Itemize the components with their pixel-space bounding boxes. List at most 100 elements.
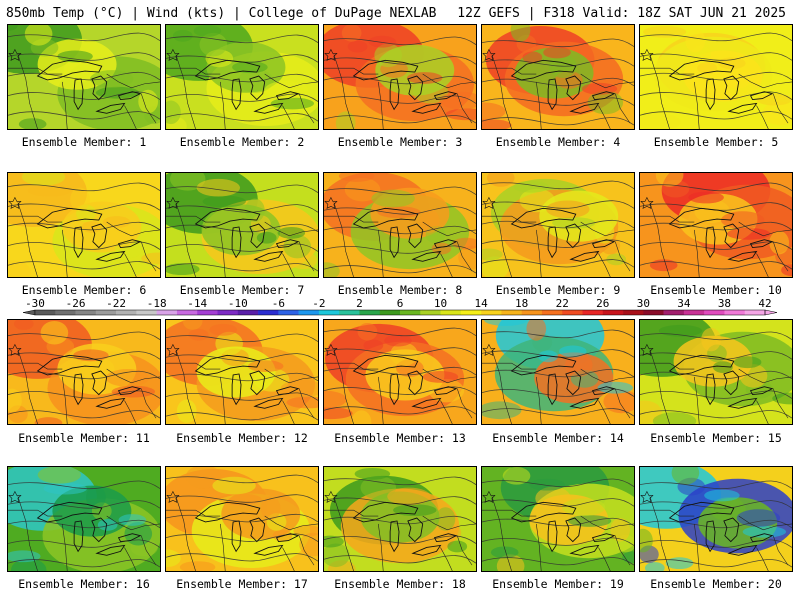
ensemble-map-panel bbox=[323, 24, 477, 130]
temperature-field-map bbox=[8, 25, 160, 129]
ensemble-member-label: Ensemble Member: 13 bbox=[334, 431, 466, 445]
ensemble-member-label: Ensemble Member: 7 bbox=[179, 283, 305, 297]
ensemble-map-panel bbox=[481, 172, 635, 278]
temperature-field-map bbox=[166, 320, 318, 424]
colorbar-segment bbox=[75, 310, 97, 315]
ensemble-member-label: Ensemble Member: 18 bbox=[334, 577, 466, 591]
temperature-field-map bbox=[324, 173, 476, 277]
temperature-field-map bbox=[8, 173, 160, 277]
temperature-field-map bbox=[640, 467, 792, 571]
colorbar-segment bbox=[55, 310, 76, 315]
colorbar-segment bbox=[237, 310, 259, 315]
temperature-field-map bbox=[324, 467, 476, 571]
left-title: 850mb Temp (°C) | Wind (kts) | College o… bbox=[6, 6, 437, 21]
temperature-field-map bbox=[640, 25, 792, 129]
colorbar-segment bbox=[400, 310, 421, 315]
ensemble-map-panel bbox=[323, 172, 477, 278]
colorbar-tick-label: -6 bbox=[271, 297, 285, 310]
colorbar-segment bbox=[521, 310, 543, 315]
ensemble-member-label: Ensemble Member: 8 bbox=[337, 283, 463, 297]
temperature-field-map bbox=[166, 467, 318, 571]
colorbar-segment bbox=[116, 310, 137, 315]
colorbar-segment bbox=[602, 310, 624, 315]
colorbar-segment bbox=[663, 310, 685, 315]
colorbar-tick-label: 6 bbox=[396, 297, 404, 310]
ensemble-map-panel bbox=[165, 24, 319, 130]
colorbar-tick-label: 38 bbox=[717, 297, 732, 310]
ensemble-map-panel bbox=[165, 466, 319, 572]
colorbar-segment bbox=[562, 310, 583, 315]
ensemble-member-label: Ensemble Member: 14 bbox=[492, 431, 624, 445]
ensemble-member-label: Ensemble Member: 16 bbox=[18, 577, 150, 591]
temperature-field-map bbox=[640, 320, 792, 424]
ensemble-map-panel bbox=[323, 466, 477, 572]
colorbar-segment bbox=[643, 310, 664, 315]
colorbar-segment bbox=[704, 310, 725, 315]
ensemble-map-panel bbox=[639, 24, 793, 130]
ensemble-map-panel bbox=[7, 466, 161, 572]
temperature-field-map bbox=[8, 467, 160, 571]
colorbar-segment bbox=[176, 310, 198, 315]
ensemble-member-label: Ensemble Member: 3 bbox=[337, 135, 463, 149]
colorbar-segment bbox=[460, 310, 482, 315]
ensemble-map-panel bbox=[481, 24, 635, 130]
ensemble-member-label: Ensemble Member: 2 bbox=[179, 135, 305, 149]
colorbar-segment bbox=[541, 310, 563, 315]
ensemble-member-label: Ensemble Member: 11 bbox=[18, 431, 150, 445]
colorbar-tick-label: -26 bbox=[65, 297, 86, 310]
right-title: 12Z GEFS | F318 Valid: 18Z SAT JUN 21 20… bbox=[457, 6, 786, 21]
colorbar-segment bbox=[95, 310, 117, 315]
colorbar-tick-label: 2 bbox=[356, 297, 363, 310]
ensemble-map-panel bbox=[165, 319, 319, 425]
colorbar-tick-label: -18 bbox=[146, 297, 167, 310]
colorbar-tick-label: -2 bbox=[312, 297, 326, 310]
temperature-field-map bbox=[8, 320, 160, 424]
colorbar-segment bbox=[258, 310, 279, 315]
colorbar-segment bbox=[359, 310, 381, 315]
colorbar-segment bbox=[724, 310, 746, 315]
ensemble-member-label: Ensemble Member: 12 bbox=[176, 431, 308, 445]
temperature-field-map bbox=[482, 173, 634, 277]
colorbar-segment bbox=[683, 310, 705, 315]
colorbar-segment bbox=[136, 310, 157, 315]
temperature-field-map bbox=[482, 320, 634, 424]
colorbar-segment bbox=[35, 310, 56, 315]
ensemble-member-label: Ensemble Member: 15 bbox=[650, 431, 782, 445]
ensemble-member-label: Ensemble Member: 19 bbox=[492, 577, 624, 591]
ensemble-map-panel bbox=[7, 172, 161, 278]
temperature-field-map bbox=[640, 173, 792, 277]
colorbar-tick-label: 42 bbox=[758, 297, 772, 310]
colorbar-segment bbox=[744, 310, 766, 315]
colorbar-tick-label: 14 bbox=[474, 297, 488, 310]
ensemble-member-label: Ensemble Member: 1 bbox=[21, 135, 147, 149]
colorbar-segment bbox=[197, 310, 218, 315]
colorbar-tick-label: 18 bbox=[515, 297, 529, 310]
ensemble-member-label: Ensemble Member: 17 bbox=[176, 577, 308, 591]
temperature-colorbar bbox=[22, 309, 778, 316]
colorbar-segment bbox=[501, 310, 522, 315]
ensemble-member-label: Ensemble Member: 9 bbox=[495, 283, 621, 297]
temperature-field-map bbox=[324, 25, 476, 129]
ensemble-map-panel bbox=[7, 24, 161, 130]
colorbar-tick-label: -22 bbox=[106, 297, 127, 310]
temperature-field-map bbox=[324, 320, 476, 424]
colorbar-segment bbox=[339, 310, 360, 315]
colorbar-tick-label: 34 bbox=[677, 297, 691, 310]
colorbar-segment bbox=[582, 310, 604, 315]
ensemble-member-label: Ensemble Member: 10 bbox=[650, 283, 782, 297]
colorbar-tick-label: 22 bbox=[555, 297, 569, 310]
ensemble-map-panel bbox=[639, 319, 793, 425]
temperature-field-map bbox=[482, 467, 634, 571]
ensemble-member-label: Ensemble Member: 6 bbox=[21, 283, 147, 297]
colorbar-segment bbox=[298, 310, 320, 315]
ensemble-map-panel bbox=[165, 172, 319, 278]
colorbar-segment bbox=[623, 310, 644, 315]
colorbar-segment bbox=[318, 310, 340, 315]
colorbar-tick-label: 30 bbox=[636, 297, 650, 310]
colorbar-tick-label: -30 bbox=[25, 297, 45, 310]
colorbar-tick-label: 10 bbox=[433, 297, 448, 310]
ensemble-member-label: Ensemble Member: 4 bbox=[495, 135, 621, 149]
ensemble-map-panel bbox=[639, 172, 793, 278]
ensemble-map-panel bbox=[481, 319, 635, 425]
colorbar-segment bbox=[420, 310, 441, 315]
